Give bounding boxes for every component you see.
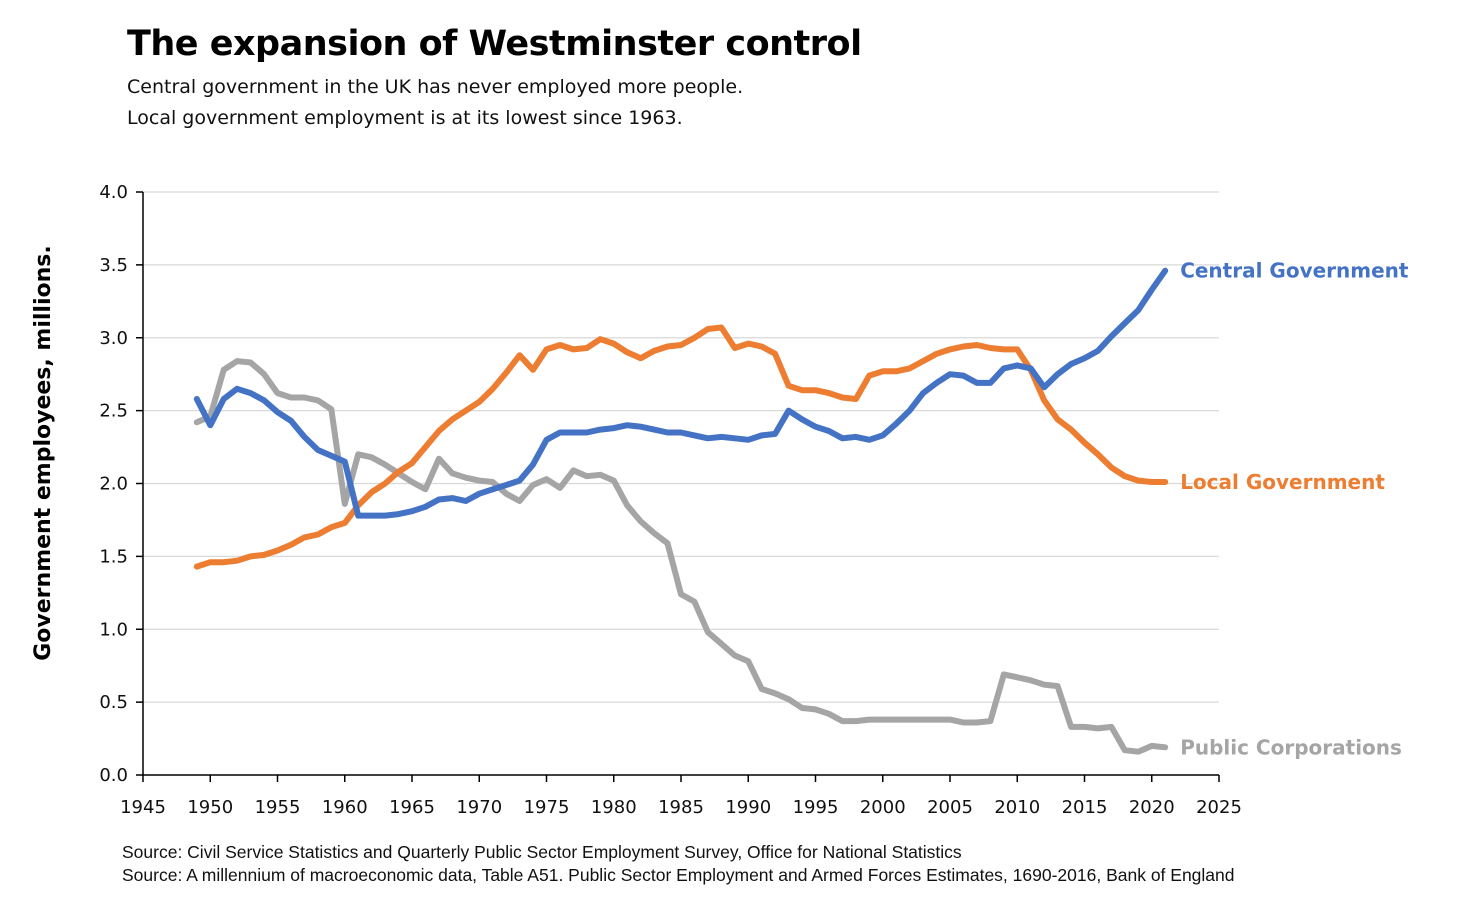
series-line-central-government — [193, 267, 1169, 519]
x-tick-label-9: 1990 — [725, 797, 771, 818]
source-note-1: Source: Civil Service Statistics and Qua… — [122, 842, 962, 862]
gridlines — [143, 191, 1219, 703]
y-tick-labels: 0.0 0.5 1.0 1.5 2.0 2.5 3.0 3.5 4.0 — [99, 182, 128, 786]
y-tick-label-8: 4.0 — [99, 182, 128, 203]
series-line-public-corporations — [193, 358, 1169, 755]
x-tick-label-14: 2015 — [1062, 797, 1108, 818]
x-tick-label-10: 1995 — [793, 797, 839, 818]
x-tick-label-15: 2020 — [1129, 797, 1175, 818]
y-tick-label-3: 1.5 — [99, 546, 128, 567]
x-tick-label-5: 1970 — [456, 797, 502, 818]
x-tick-label-16: 2025 — [1196, 797, 1242, 818]
x-tick-label-13: 2010 — [994, 797, 1040, 818]
chart-title: The expansion of Westminster control — [127, 24, 862, 64]
y-tick-label-6: 3.0 — [99, 328, 128, 349]
source-note-2: Source: A millennium of macroeconomic da… — [122, 865, 1235, 885]
x-tick-label-12: 2005 — [927, 797, 973, 818]
x-tick-label-6: 1975 — [524, 797, 570, 818]
y-tick-label-5: 2.5 — [99, 401, 128, 422]
y-tick-label-1: 0.5 — [99, 692, 128, 713]
chart-subtitle-line-2: Local government employment is at its lo… — [127, 107, 683, 129]
y-tick-label-7: 3.5 — [99, 255, 128, 276]
x-tick-label-3: 1960 — [322, 797, 368, 818]
series-label-public-corporations: Public Corporations — [1180, 735, 1402, 759]
chart-subtitle-line-1: Central government in the UK has never e… — [127, 76, 744, 98]
x-tick-label-2: 1955 — [255, 797, 301, 818]
x-tick-label-1: 1950 — [187, 797, 233, 818]
x-tick-label-7: 1980 — [591, 797, 637, 818]
x-tick-labels: 1945 1950 1955 1960 1965 1970 1975 1980 1985 1990… — [120, 797, 1242, 818]
y-tick-label-4: 2.0 — [99, 474, 128, 495]
y-tick-label-2: 1.0 — [99, 619, 128, 640]
y-axis-label: Government employees, millions. — [31, 245, 56, 661]
series-label-central-government: Central Government — [1180, 259, 1409, 283]
x-tick-label-0: 1945 — [120, 797, 166, 818]
x-tick-label-11: 2000 — [860, 797, 906, 818]
series-label-local-government: Local Government — [1180, 470, 1385, 494]
x-tick-label-8: 1985 — [658, 797, 704, 818]
axes — [136, 191, 1220, 782]
y-tick-label-0: 0.0 — [99, 765, 128, 786]
x-tick-label-4: 1965 — [389, 797, 435, 818]
series-labels: Public Corporations Local Government Centr… — [1180, 259, 1409, 760]
series-lines — [193, 267, 1169, 755]
